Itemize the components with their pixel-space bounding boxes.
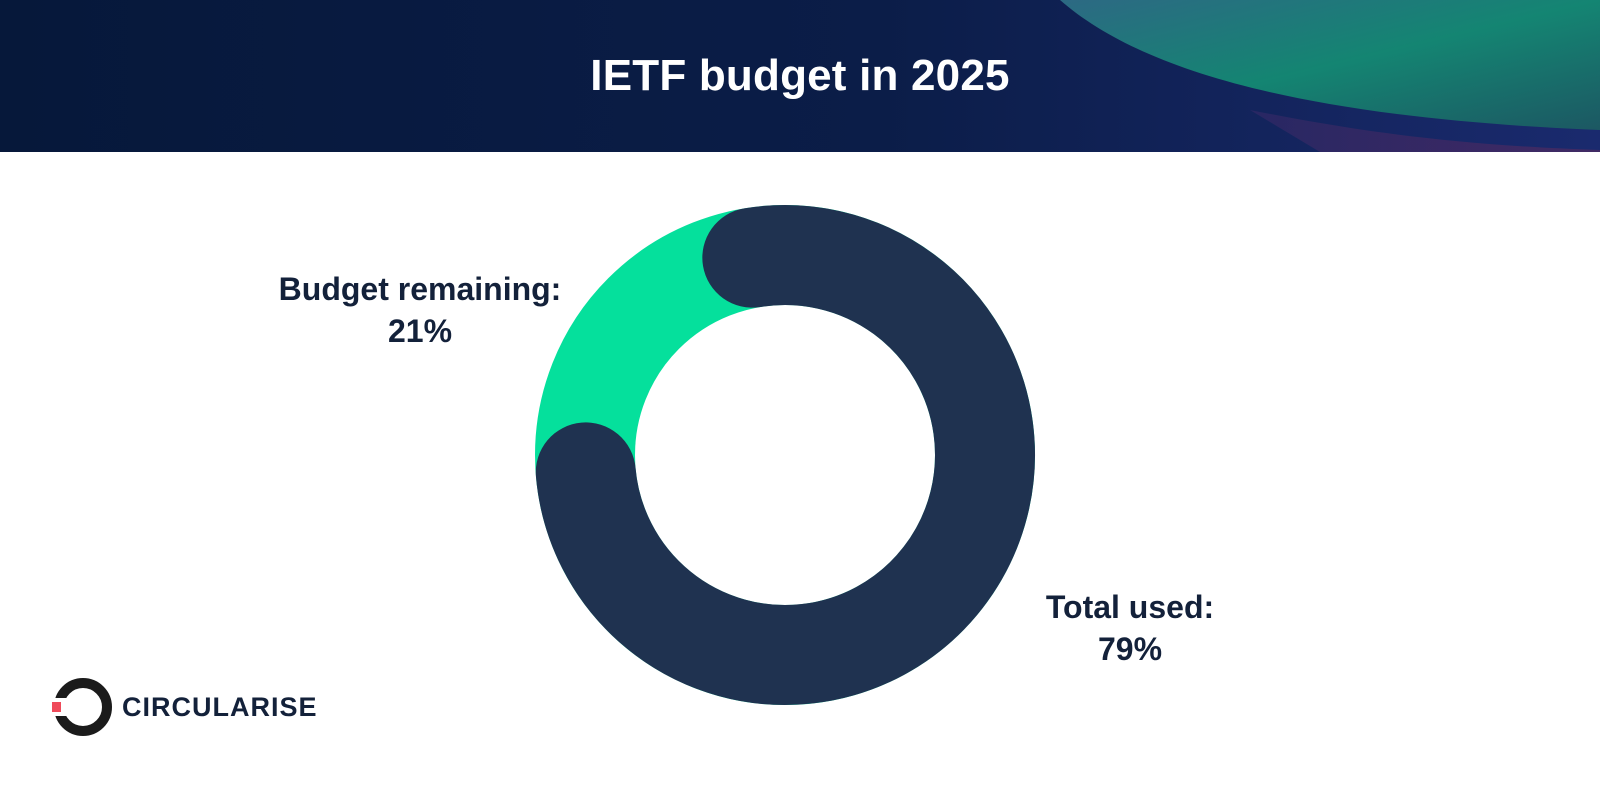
slice-total-used <box>535 205 1035 705</box>
label-budget-remaining-title: Budget remaining: <box>278 271 562 307</box>
label-total-used-title: Total used: <box>1045 589 1215 625</box>
label-budget-remaining-value: 21% <box>387 313 453 349</box>
circularise-logo-icon <box>48 678 112 736</box>
label-total-used-value: 79% <box>1097 631 1163 667</box>
logo-text: CIRCULARISE <box>122 691 318 722</box>
header-background <box>0 0 1600 152</box>
page-title: IETF budget in 2025 <box>590 51 1010 100</box>
label-budget-remaining: Budget remaining: 21% <box>250 268 590 352</box>
header-banner: IETF budget in 2025 <box>0 0 1600 152</box>
label-total-used: Total used: 79% <box>1010 586 1250 670</box>
donut-chart <box>535 205 1035 705</box>
circularise-logo: CIRCULARISE <box>48 672 318 742</box>
